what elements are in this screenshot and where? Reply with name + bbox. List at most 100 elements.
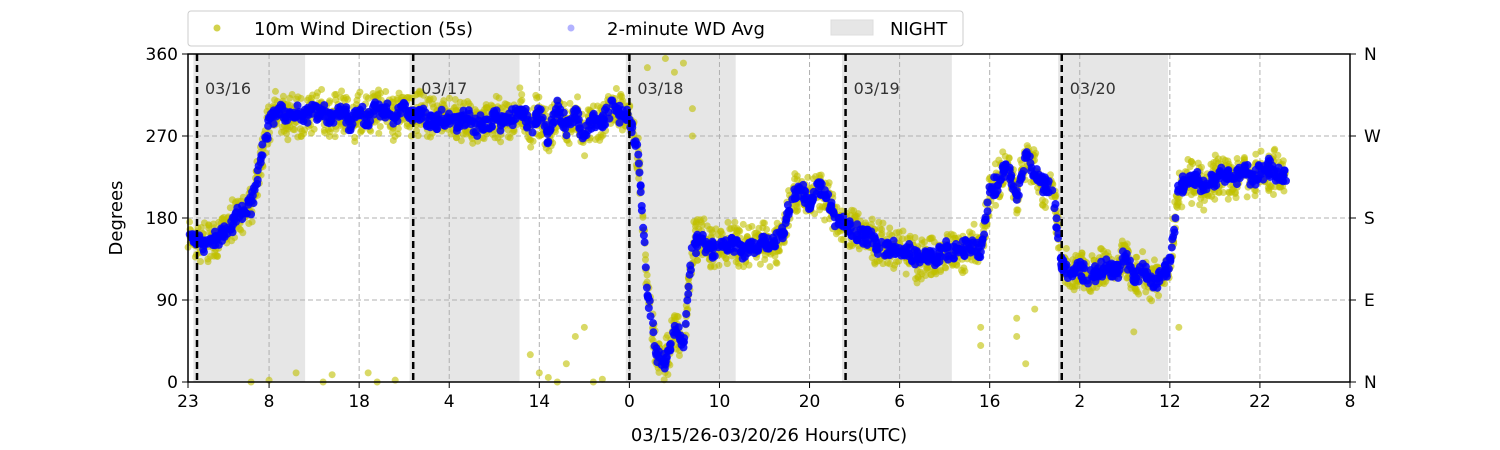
wd-5s-point [527, 136, 535, 144]
wd-5s-point [736, 227, 744, 235]
wd-5s-point [641, 256, 649, 264]
wd-5s-point [879, 219, 887, 227]
wd-avg-point [653, 350, 662, 359]
wd-avg-point [1167, 243, 1176, 252]
wd-5s-point [457, 137, 465, 145]
wd-avg-point [1015, 179, 1024, 188]
wd-avg-point [492, 111, 501, 120]
wd-5s-point [715, 261, 723, 269]
wd-avg-point [261, 133, 270, 142]
legend-label-avg: 2-minute WD Avg [607, 19, 765, 40]
wd-5s-outlier [292, 369, 300, 377]
wd-5s-point [817, 171, 825, 179]
wd-avg-point [681, 319, 690, 328]
wd-avg-point [983, 198, 992, 207]
wd-5s-point [773, 259, 781, 267]
wd-5s-point [1123, 240, 1131, 248]
wd-avg-point [977, 241, 986, 250]
wd-5s-point [1196, 201, 1204, 209]
wd-5s-point [310, 125, 318, 133]
wd-avg-point [981, 215, 990, 224]
wd-avg-point [708, 251, 717, 260]
wd-5s-outlier [328, 371, 336, 379]
wd-5s-point [497, 138, 505, 146]
wd-5s-point [186, 218, 194, 226]
wd-5s-point [1014, 206, 1022, 214]
wd-avg-point [320, 112, 329, 121]
wd-5s-point [321, 129, 329, 137]
wd-5s-point [618, 126, 626, 134]
wd-5s-point [510, 127, 518, 135]
legend-marker-avg [567, 24, 575, 32]
wd-avg-point [1278, 173, 1287, 182]
wd-5s-point [1200, 206, 1208, 214]
wd-avg-point [1054, 229, 1063, 238]
wd-avg-point [1052, 214, 1061, 223]
wd-5s-point [868, 215, 876, 223]
wd-avg-point [679, 338, 688, 347]
wd-avg-point [872, 238, 881, 247]
wd-5s-outlier [1013, 314, 1021, 322]
wd-avg-point [933, 259, 942, 268]
wd-5s-point [533, 94, 541, 102]
wd-avg-point [951, 240, 960, 249]
wd-5s-point [271, 87, 279, 95]
wd-avg-point [214, 240, 223, 249]
wd-5s-point [414, 132, 422, 140]
wd-5s-point [294, 93, 302, 101]
wd-avg-point [662, 353, 671, 362]
wd-5s-point [763, 225, 771, 233]
day-marker-label: 03/17 [421, 79, 467, 98]
y2-compass-label: W [1364, 127, 1381, 147]
wd-avg-point [601, 120, 610, 129]
wd-5s-point [731, 218, 739, 226]
wd-avg-point [535, 106, 544, 115]
wd-avg-point [1017, 169, 1026, 178]
x-tick-label: 8 [1345, 392, 1356, 412]
wd-avg-point [889, 243, 898, 252]
wd-5s-point [902, 270, 910, 278]
wd-5s-point [353, 96, 361, 104]
wd-5s-point [745, 224, 753, 232]
wd-5s-point [914, 273, 922, 281]
wd-avg-point [358, 102, 367, 111]
wd-5s-point [331, 91, 339, 99]
wd-5s-point [1100, 280, 1108, 288]
wd-avg-point [385, 110, 394, 119]
wd-5s-point [1243, 193, 1251, 201]
wd-5s-outlier [1130, 328, 1138, 336]
wd-avg-point [683, 296, 692, 305]
wd-5s-point [675, 352, 683, 360]
wd-5s-outlier [535, 369, 543, 377]
wd-avg-point [747, 237, 756, 246]
legend-label-night: NIGHT [890, 19, 948, 40]
wd-5s-outlier [1013, 332, 1021, 340]
wd-avg-point [924, 252, 933, 261]
wd-5s-outlier [1022, 360, 1030, 368]
wd-avg-point [1268, 161, 1277, 170]
wd-avg-point [257, 151, 266, 160]
wd-avg-point [258, 140, 267, 149]
wd-avg-point [727, 237, 736, 246]
x-tick-label: 2 [1074, 392, 1085, 412]
wd-5s-point [791, 170, 799, 178]
wd-5s-point [1269, 191, 1277, 199]
wd-avg-point [783, 201, 792, 210]
x-axis-label: 03/15/26-03/20/26 Hours(UTC) [631, 425, 907, 446]
wd-avg-point [978, 235, 987, 244]
wd-5s-point [648, 335, 656, 343]
wd-5s-point [761, 256, 769, 264]
wd-5s-point [951, 234, 959, 242]
wd-avg-point [313, 115, 322, 124]
legend-label-5s: 10m Wind Direction (5s) [254, 19, 473, 40]
wd-5s-point [545, 147, 553, 155]
wd-5s-outlier [526, 351, 534, 359]
wd-5s-point [1041, 204, 1049, 212]
wd-avg-point [1192, 175, 1201, 184]
wd-5s-point [1240, 155, 1248, 163]
wd-avg-point [573, 116, 582, 125]
wd-avg-point [1171, 213, 1180, 222]
wd-avg-point [1097, 257, 1106, 266]
wd-avg-point [1094, 272, 1103, 281]
wd-5s-point [456, 98, 464, 106]
